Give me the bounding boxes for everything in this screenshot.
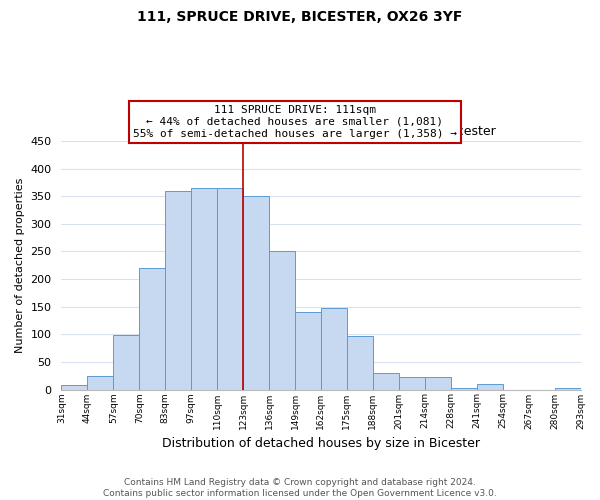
Bar	[139, 268, 165, 390]
Text: 111, SPRUCE DRIVE, BICESTER, OX26 3YF: 111, SPRUCE DRIVE, BICESTER, OX26 3YF	[137, 10, 463, 24]
Bar	[373, 373, 399, 390]
Bar	[295, 312, 321, 390]
Bar	[113, 336, 139, 390]
Bar	[451, 388, 476, 390]
Y-axis label: Number of detached properties: Number of detached properties	[15, 178, 25, 353]
Bar	[88, 376, 113, 390]
Bar	[347, 336, 373, 390]
Bar	[269, 252, 295, 390]
Title: Size of property relative to detached houses in Bicester: Size of property relative to detached ho…	[146, 126, 496, 138]
X-axis label: Distribution of detached houses by size in Bicester: Distribution of detached houses by size …	[162, 437, 480, 450]
Bar	[191, 188, 217, 390]
Bar	[476, 384, 503, 390]
Text: Contains HM Land Registry data © Crown copyright and database right 2024.
Contai: Contains HM Land Registry data © Crown c…	[103, 478, 497, 498]
Bar	[321, 308, 347, 390]
Bar	[165, 190, 191, 390]
Text: 111 SPRUCE DRIVE: 111sqm
← 44% of detached houses are smaller (1,081)
55% of sem: 111 SPRUCE DRIVE: 111sqm ← 44% of detach…	[133, 106, 457, 138]
Bar	[425, 378, 451, 390]
Bar	[399, 378, 425, 390]
Bar	[61, 385, 88, 390]
Bar	[243, 196, 269, 390]
Bar	[554, 388, 581, 390]
Bar	[217, 188, 243, 390]
